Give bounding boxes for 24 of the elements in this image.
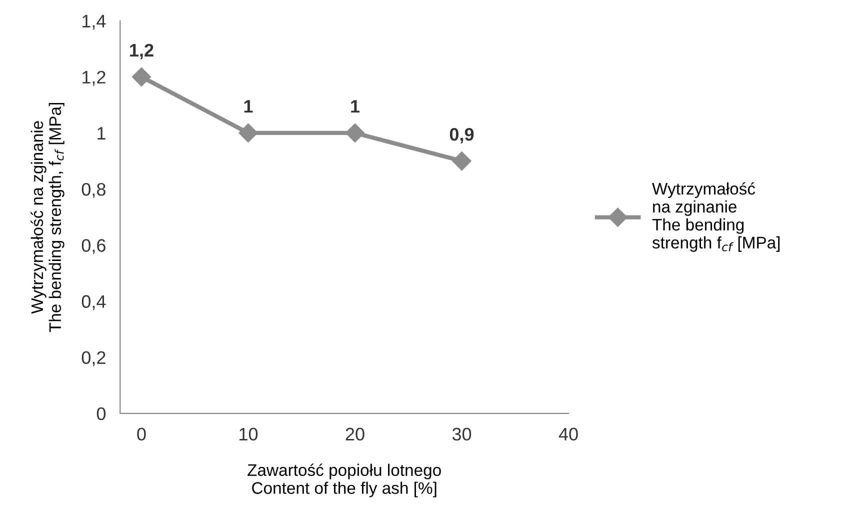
data-label: 1 — [351, 100, 360, 113]
x-tick-label: 30 — [452, 428, 472, 441]
x-axis-title: Zawartość popiołu lotnego Content of the fly ash [%] — [248, 464, 441, 498]
data-label: 1 — [244, 100, 253, 113]
y-tick-label: 1,4 — [82, 14, 106, 30]
point — [345, 123, 365, 143]
x-tick-label: 40 — [558, 428, 578, 441]
x-tick-label: 0 — [137, 428, 146, 441]
x-tick-label: 20 — [346, 428, 364, 441]
point — [452, 151, 472, 171]
y-axis-title: Wytrzymałość na zginanie The bending strength, f$_{cf}$ [MPa] — [30, 102, 64, 332]
y-tick-label: 0,4 — [82, 295, 106, 310]
y-tick-label: 0,2 — [82, 351, 106, 366]
y-tick-label: 0,6 — [82, 239, 106, 254]
x-tick-label: 10 — [240, 428, 258, 441]
point — [238, 123, 258, 143]
y-tick-label: 1,2 — [82, 70, 106, 86]
legend-label: Wytrzymałość na zginanie The bending strength f$_{cf}$ [MPa] — [652, 182, 780, 252]
y-tick-label: 0 — [96, 407, 106, 420]
data-label: 0,9 — [450, 128, 474, 144]
data-label: 1,2 — [130, 44, 154, 60]
y-tick-label: 1 — [98, 127, 106, 140]
point — [132, 67, 152, 86]
y-tick-label: 0,8 — [82, 182, 106, 198]
